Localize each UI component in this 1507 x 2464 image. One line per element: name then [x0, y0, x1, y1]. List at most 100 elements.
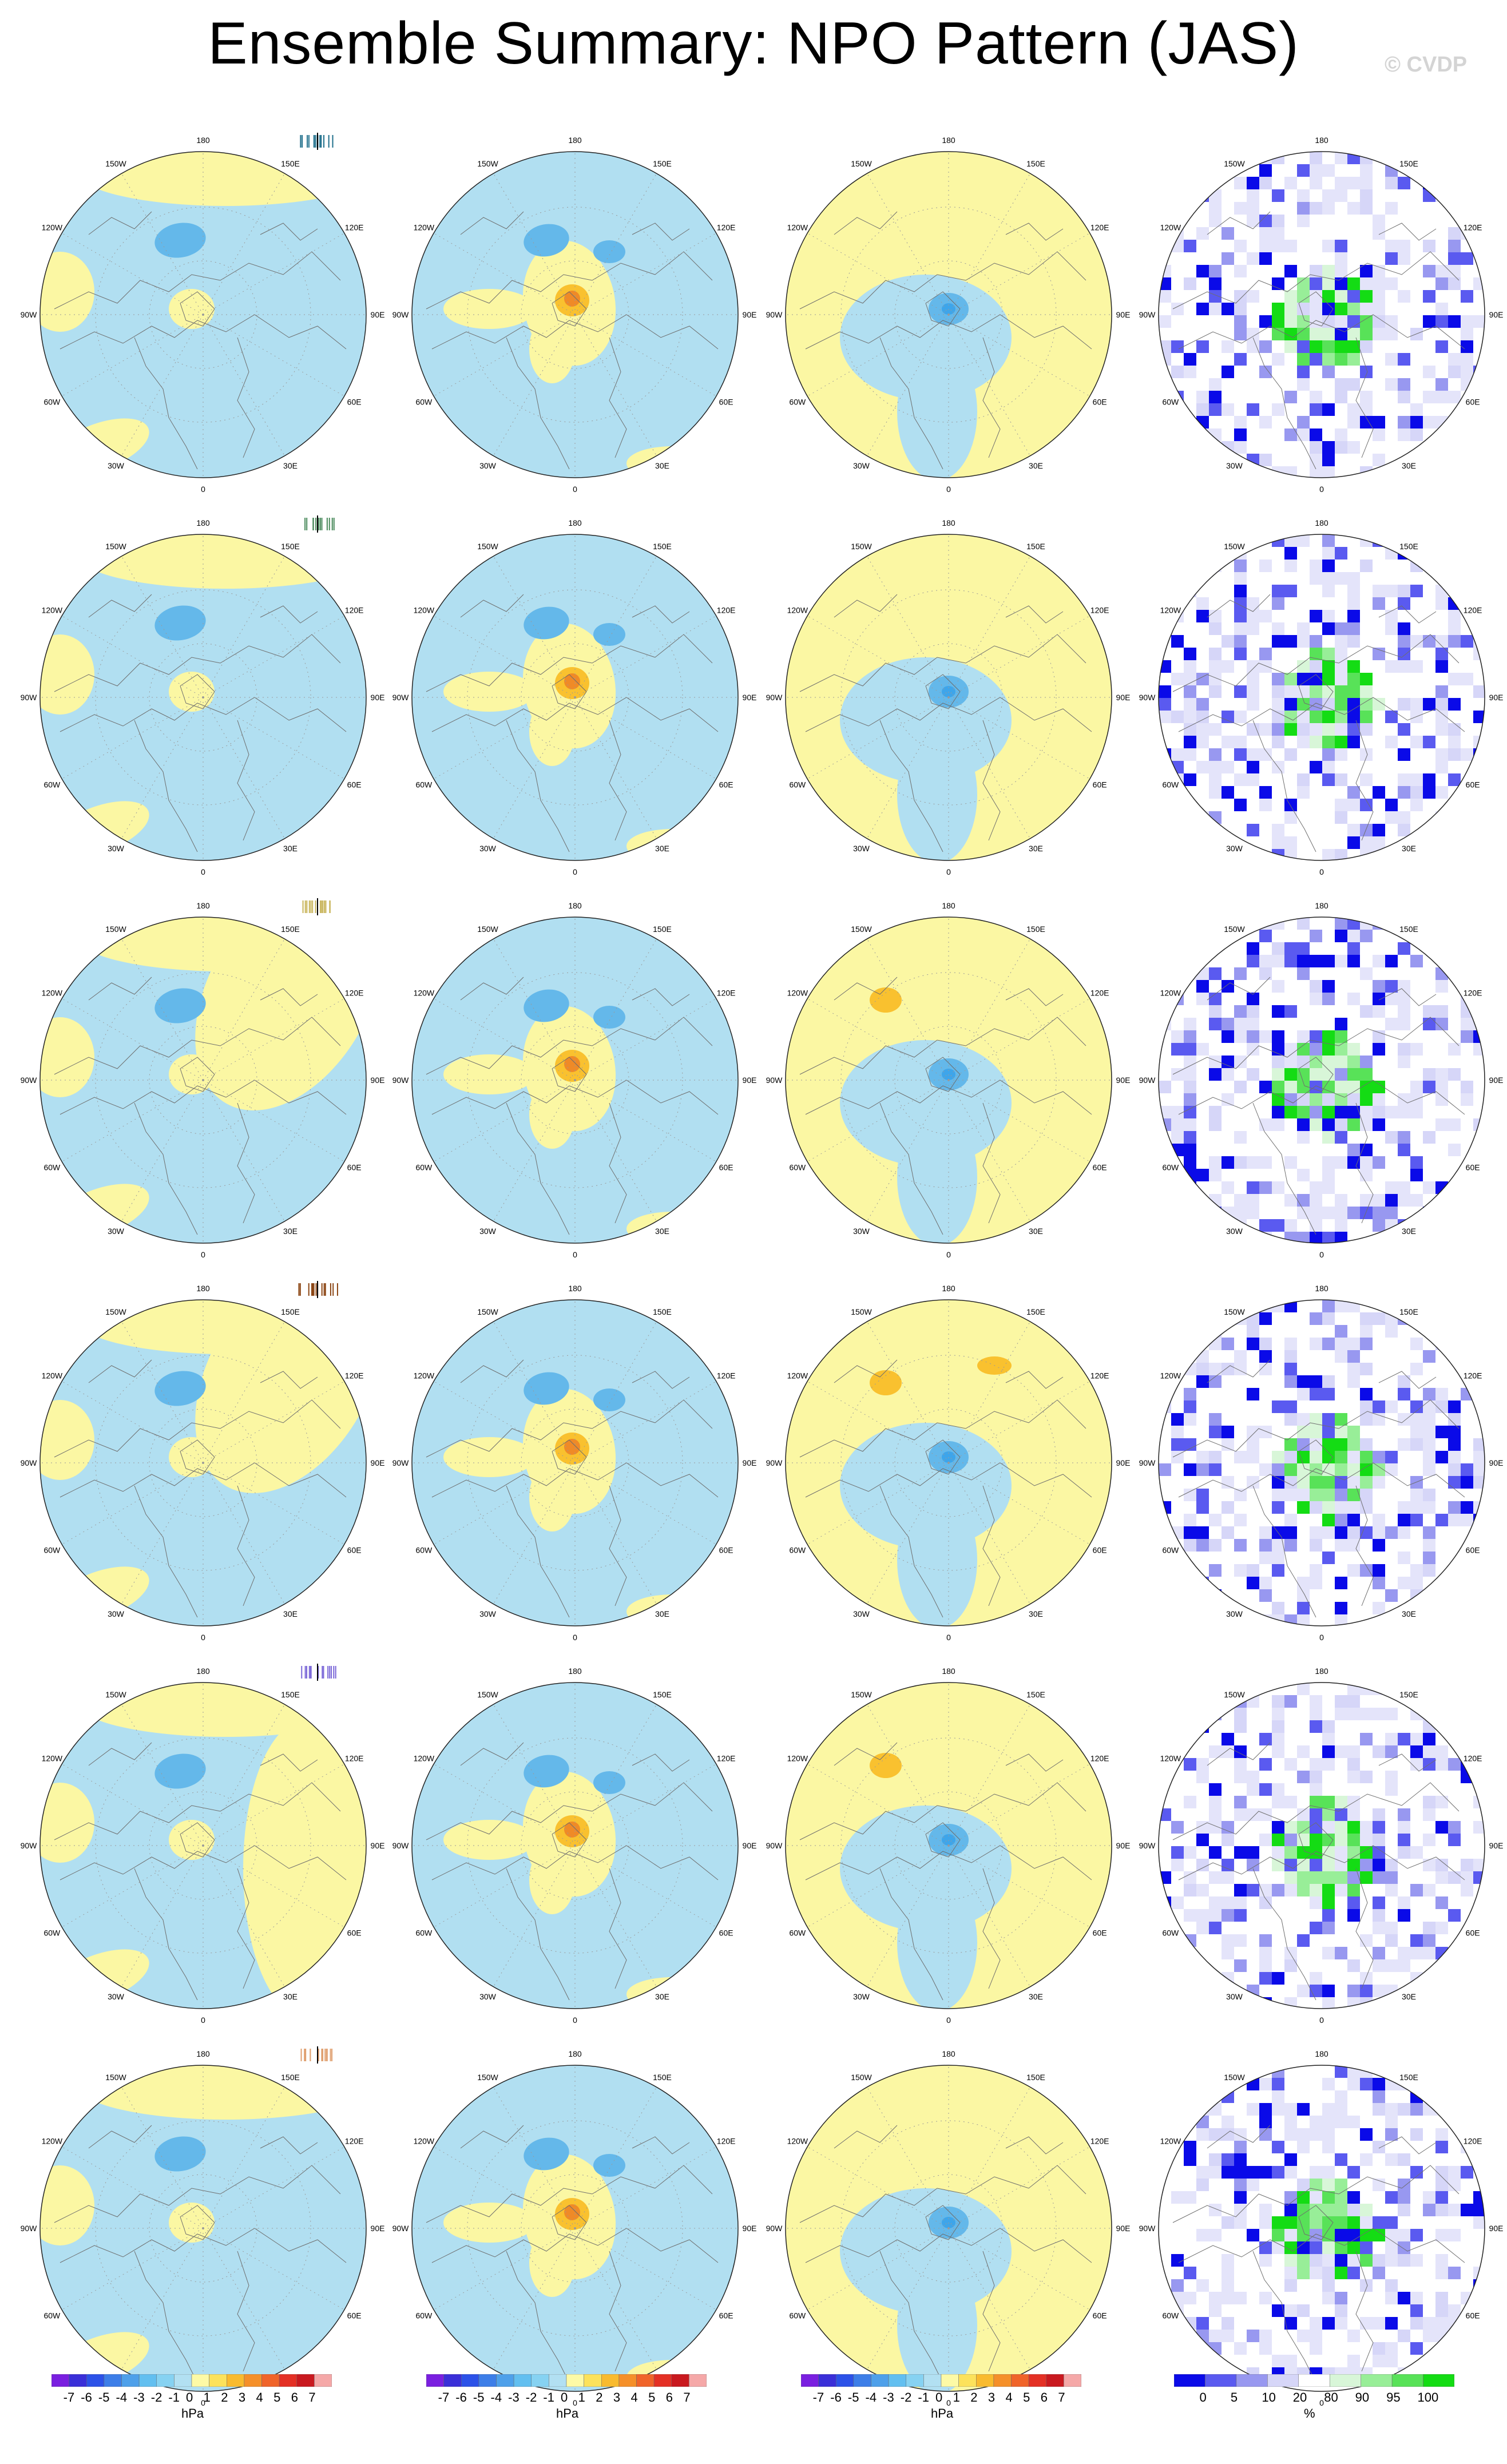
rank-cell: [1385, 315, 1398, 328]
rank-cell: [1297, 635, 1310, 648]
colorbar-tick-label: 6: [665, 2390, 673, 2405]
rank-cell: [1461, 836, 1473, 849]
rank-cell: [1373, 955, 1385, 967]
coastline-path: [609, 1868, 627, 1989]
rank-cell: [1196, 2103, 1209, 2116]
rank-cell: [1398, 1821, 1410, 1834]
rank-cell: [1310, 1194, 1322, 1207]
rank-cell: [1222, 2279, 1234, 2292]
colorbar-tick-label: -4: [865, 2390, 877, 2405]
rank-cell: [1347, 2355, 1360, 2367]
rank-cell: [1360, 748, 1373, 761]
rank-cell: [1222, 1056, 1234, 1068]
rank-cell: [1398, 1413, 1410, 1426]
rank-cell: [1310, 1771, 1322, 1783]
rank-cell: [1373, 786, 1385, 799]
rank-cell: [1310, 428, 1322, 441]
rank-cell: [1297, 685, 1310, 698]
map-field: [412, 1300, 738, 1626]
longitude-label: 90W: [766, 1076, 783, 1085]
rank-cell: [1473, 315, 1485, 328]
coastline-path: [134, 1868, 198, 2001]
rank-cell: [1448, 1834, 1461, 1846]
rank-cell: [1272, 597, 1284, 610]
longitude-label: 180: [1315, 518, 1328, 527]
longitude-label: 150E: [281, 542, 300, 551]
rank-cell: [1347, 917, 1360, 930]
rank-cell: [1360, 824, 1373, 836]
rank-cell: [1322, 748, 1335, 761]
longitude-label: 30W: [479, 1609, 497, 1618]
coastline-path: [1005, 1371, 1064, 1389]
rank-cell: [1272, 1564, 1284, 1577]
longitude-label: 120W: [414, 2137, 435, 2146]
rank-cell: [1259, 2166, 1272, 2179]
rank-cell: [1297, 2191, 1310, 2204]
rank-cell: [1435, 164, 1448, 177]
rank-cell: [1347, 2166, 1360, 2179]
coastline-path: [180, 1822, 215, 1858]
rank-cell: [1385, 328, 1398, 340]
rank-cell: [1373, 2141, 1385, 2153]
rank-cell: [1373, 2078, 1385, 2090]
positive-peak: [564, 2204, 580, 2220]
map-field: [786, 1300, 1112, 1626]
rank-cell: [1461, 1501, 1473, 1514]
rank-cell: [1196, 711, 1209, 723]
rank-cell: [1322, 698, 1335, 711]
rank-cell: [1347, 1350, 1360, 1363]
rank-cell: [1335, 811, 1347, 824]
rank-cell: [1360, 799, 1373, 811]
rank-cell: [1423, 1413, 1435, 1426]
rank-cell: [1398, 2330, 1410, 2342]
rank-cell: [1385, 1018, 1398, 1030]
rank-cell: [1385, 980, 1398, 993]
coastline-path: [54, 1782, 341, 1840]
rank-cell: [1398, 1947, 1410, 1959]
rank-cell: [1373, 1959, 1385, 1972]
rank-cell: [1398, 1552, 1410, 1564]
rank-cell: [1385, 2065, 1398, 2078]
rank-cell: [1272, 980, 1284, 993]
rank-cell: [1247, 993, 1259, 1005]
rank-cell: [1222, 1338, 1234, 1350]
colorbar-tick-label: 1: [203, 2390, 211, 2405]
rank-cell: [1322, 1451, 1335, 1463]
rank-cell: [1222, 1438, 1234, 1451]
colorbar-swatch: [941, 2374, 959, 2387]
longitude-label: 30E: [655, 1992, 669, 2001]
coastline-path: [805, 1080, 1092, 1115]
rank-cell: [1410, 403, 1423, 416]
rank-cell: [1322, 315, 1335, 328]
rank-cell: [1373, 2090, 1385, 2103]
longitude-label: 30W: [108, 1992, 125, 2001]
colorbar-swatch: [853, 2374, 871, 2387]
rank-cell: [1322, 403, 1335, 416]
coastline-path: [834, 211, 898, 235]
rank-cell: [1310, 1438, 1322, 1451]
rank-cell: [1310, 1821, 1322, 1834]
rank-cell: [1259, 648, 1272, 660]
rank-cell: [1310, 711, 1322, 723]
rank-cell: [1310, 1758, 1322, 1771]
rank-cell: [1335, 1043, 1347, 1056]
rank-cell: [1284, 1219, 1297, 1232]
rank-cell: [1247, 1577, 1259, 1589]
rank-cell: [1234, 648, 1247, 660]
rank-cell: [1347, 1997, 1360, 2009]
coastline-path: [1252, 2251, 1316, 2383]
colorbar-tick-label: -1: [918, 2390, 929, 2405]
rank-cell: [1259, 1426, 1272, 1438]
rank-cell: [1310, 1043, 1322, 1056]
colorbar-tick-label: -3: [133, 2390, 145, 2405]
rank-cell: [1196, 265, 1209, 277]
longitude-label: 150W: [851, 2073, 872, 2082]
rank-cell: [1435, 1896, 1448, 1909]
rank-cell: [1209, 403, 1222, 416]
rank-cell: [1473, 967, 1485, 980]
negative-region: [840, 657, 1012, 783]
longitude-label: 90E: [1116, 1076, 1131, 1085]
rank-cell: [1297, 1614, 1310, 1626]
colorbar-tick-label: -4: [490, 2390, 502, 2405]
rank-cell: [1272, 1068, 1284, 1081]
